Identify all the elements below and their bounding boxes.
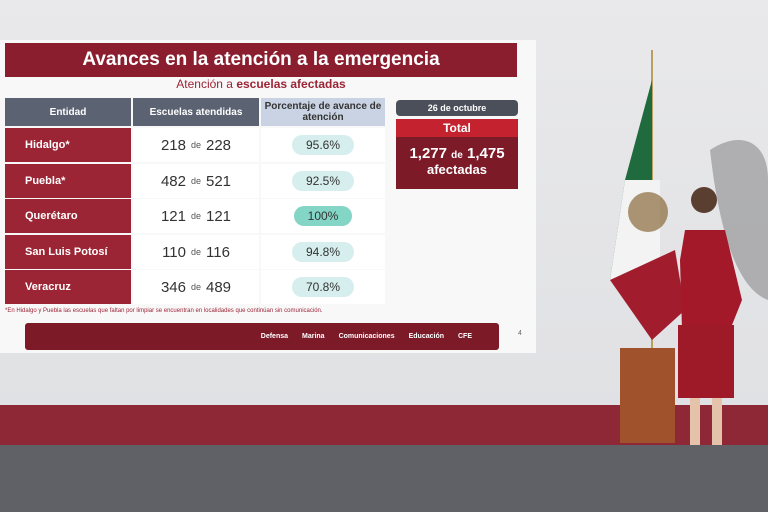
of: de <box>190 140 201 150</box>
table-header: Escuelas atendidas <box>133 98 259 126</box>
date: 26 de octubre <box>396 100 518 116</box>
logo: Defensa <box>260 333 289 340</box>
total: 521 <box>206 172 232 190</box>
schools: 121 de 121 <box>133 199 259 233</box>
percent: 94.8% <box>291 242 355 262</box>
logo: CFE <box>458 333 472 340</box>
percent: 95.6% <box>291 135 355 155</box>
of: de <box>190 211 201 221</box>
table-header: Entidad <box>5 98 131 126</box>
flag-red <box>610 250 685 340</box>
person-leg <box>712 398 722 445</box>
percent-cell: 70.8% <box>261 270 385 304</box>
of: de <box>190 176 201 186</box>
flag-stand <box>620 348 675 443</box>
total-box: 1,277 de 1,475 afectadas <box>396 137 518 189</box>
total: 489 <box>206 278 232 296</box>
percent: 100% <box>293 206 353 226</box>
page-number: 4 <box>518 330 522 337</box>
schools: 218 de 228 <box>133 128 259 162</box>
percent-cell: 94.8% <box>261 235 385 269</box>
attended: 121 <box>160 207 186 225</box>
attended: 218 <box>160 136 186 154</box>
attended: 346 <box>160 278 186 296</box>
person-leg <box>690 398 700 445</box>
subtitle-bold: escuelas afectadas <box>236 77 346 91</box>
logo-bar: Defensa Marina Comunicaciones Educación CFE <box>25 323 499 350</box>
percent-cell: 100% <box>261 199 385 233</box>
subtitle-plain: Atención a <box>176 77 233 91</box>
total: 116 <box>206 243 230 261</box>
person-skirt <box>678 325 734 398</box>
entity: Hidalgo* <box>5 128 131 162</box>
schools: 110 de 116 <box>133 235 259 269</box>
person-head <box>691 187 717 213</box>
percent-cell: 95.6% <box>261 128 385 162</box>
entity: Veracruz <box>5 270 131 304</box>
mural <box>710 140 768 300</box>
footnote: *En Hidalgo y Puebla las escuelas que fa… <box>5 308 323 314</box>
total-of: de <box>451 150 463 161</box>
table-header: Porcentaje de avance de atención <box>261 98 385 126</box>
logo: Comunicaciones <box>338 333 395 340</box>
percent: 92.5% <box>291 171 355 191</box>
total-label: Total <box>396 119 518 137</box>
entity: Puebla* <box>5 164 131 198</box>
percent-cell: 92.5% <box>261 164 385 198</box>
subtitle: Atención a escuelas afectadas <box>5 76 517 92</box>
total: 121 <box>206 207 232 225</box>
percent: 70.8% <box>291 277 355 297</box>
entity: Querétaro <box>5 199 131 233</box>
attended: 482 <box>160 172 186 190</box>
schools: 346 de 489 <box>133 270 259 304</box>
flag-emblem <box>628 192 668 232</box>
total-total: 1,475 <box>467 145 505 162</box>
title: Avances en la atención a la emergencia <box>5 43 517 77</box>
logo: Educación <box>408 333 444 340</box>
of: de <box>190 247 201 257</box>
attended: 110 <box>162 243 186 261</box>
total-attended: 1,277 <box>409 145 447 162</box>
person-jacket <box>680 230 742 330</box>
decor <box>610 50 768 445</box>
total: 228 <box>206 136 232 154</box>
entity: San Luis Potosí <box>5 235 131 269</box>
total-caption: afectadas <box>427 162 487 177</box>
of: de <box>190 282 201 292</box>
schools: 482 de 521 <box>133 164 259 198</box>
logo: Marina <box>302 333 325 340</box>
floor <box>0 445 768 512</box>
